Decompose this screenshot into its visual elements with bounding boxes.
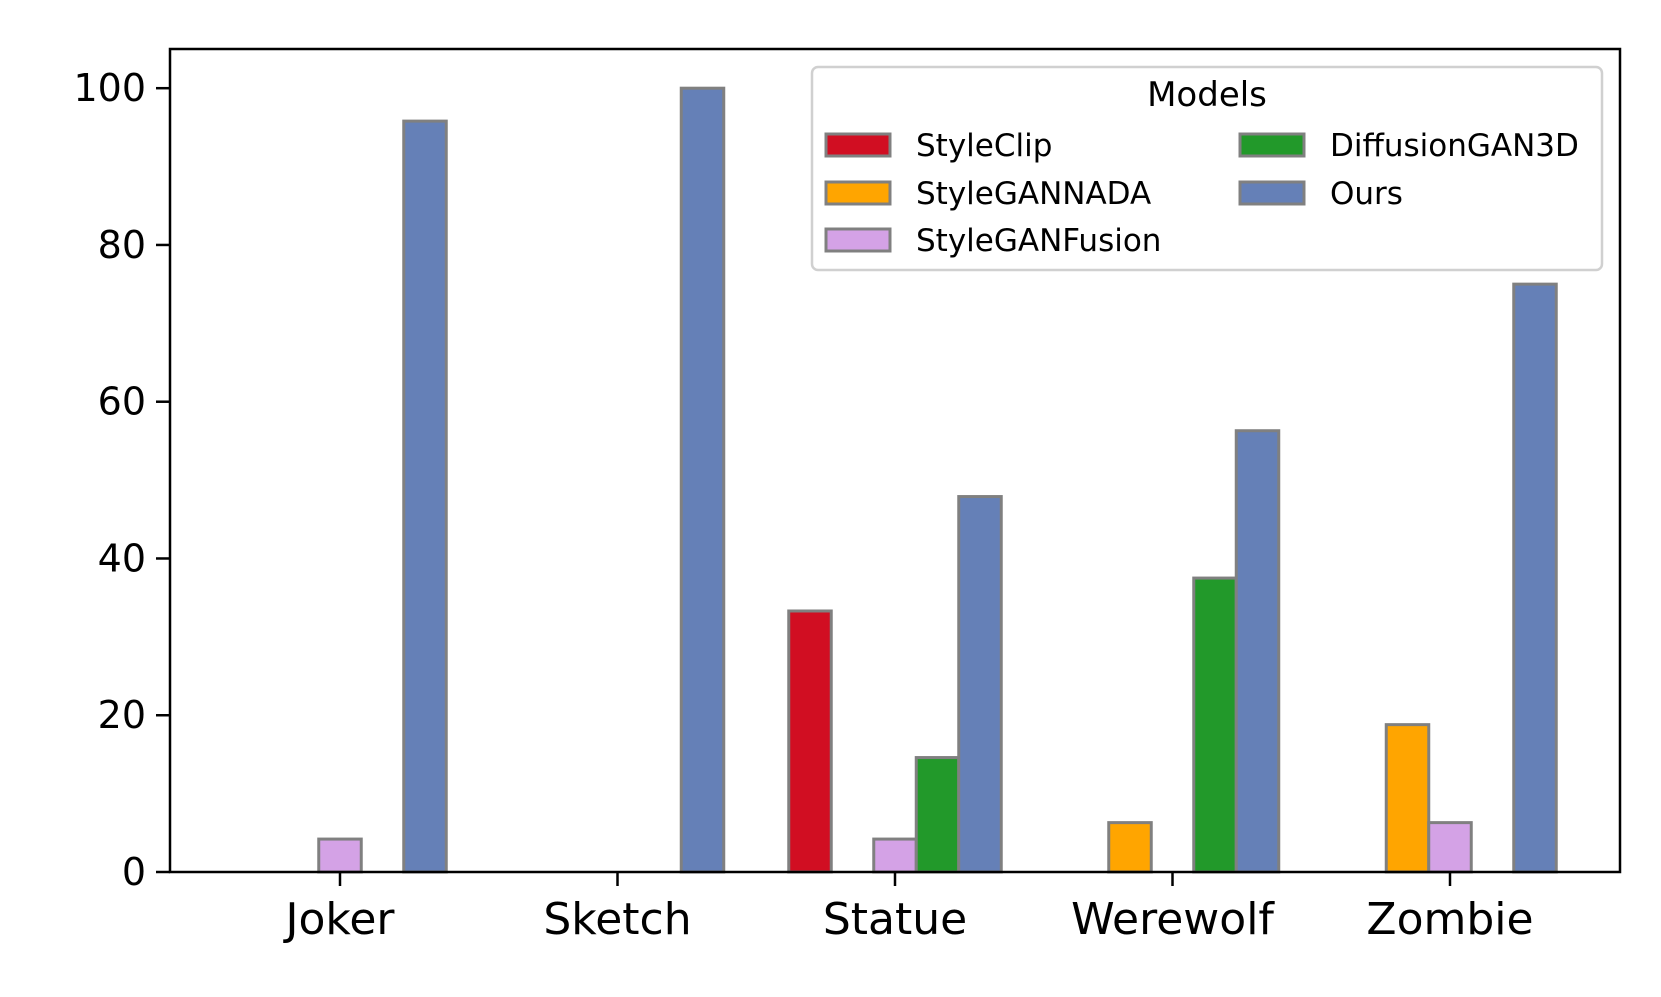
y-tick-label: 100	[73, 66, 146, 110]
x-tick-label-sketch: Sketch	[543, 894, 691, 945]
bar-styleclip-statue	[787, 609, 833, 874]
legend-title: Models	[1147, 75, 1267, 115]
bar-stylegannada-werewolf	[1107, 821, 1153, 874]
legend-label-styleganfusion: StyleGANFusion	[916, 223, 1161, 259]
legend-swatch-diffusiongan3d	[1238, 132, 1306, 158]
y-axis: 0 20 40 60 80 100	[73, 66, 170, 894]
y-tick-label: 40	[98, 536, 146, 580]
x-tick-label-zombie: Zombie	[1366, 894, 1533, 945]
bar-ours-joker	[402, 119, 448, 874]
bar-styleganfusion-statue	[872, 837, 918, 874]
legend-swatch-styleclip	[824, 132, 892, 158]
legend-swatch-styleganfusion	[824, 227, 892, 253]
bars-layer	[317, 86, 1558, 874]
legend-label-diffusiongan3d: DiffusionGAN3D	[1330, 128, 1579, 164]
bar-diffusiongan3d-statue	[914, 756, 961, 874]
bar-ours-zombie	[1512, 282, 1558, 874]
bar-ours-werewolf	[1234, 429, 1281, 874]
bar-diffusiongan3d-werewolf	[1192, 576, 1238, 874]
legend: Models StyleClip StyleGANNADA StyleGANFusi…	[810, 65, 1604, 272]
y-tick-label: 60	[98, 380, 146, 424]
y-tick-label: 0	[122, 850, 146, 894]
bar-ours-statue	[957, 495, 1003, 874]
x-tick-label-joker: Joker	[283, 894, 396, 945]
y-tick-label: 80	[98, 223, 146, 267]
legend-swatch-ours	[1238, 180, 1306, 206]
bar-ours-sketch	[679, 86, 726, 874]
legend-label-styleclip: StyleClip	[916, 128, 1052, 164]
bar-styleganfusion-zombie	[1427, 821, 1473, 874]
legend-box	[810, 65, 1604, 272]
y-tick-label: 20	[98, 693, 146, 737]
bar-styleganfusion-joker	[317, 837, 363, 874]
legend-swatch-stylegannada	[824, 180, 892, 206]
bar-stylegannada-zombie	[1384, 723, 1431, 874]
legend-entries: StyleClip StyleGANNADA StyleGANFusion Diffu…	[824, 128, 1579, 259]
x-tick-label-werewolf: Werewolf	[1071, 894, 1275, 945]
x-axis: Joker Sketch Statue Werewolf Zombie	[283, 872, 1534, 945]
legend-label-stylegannada: StyleGANNADA	[916, 176, 1151, 212]
legend-label-ours: Ours	[1330, 176, 1403, 212]
x-tick-label-statue: Statue	[823, 894, 967, 945]
